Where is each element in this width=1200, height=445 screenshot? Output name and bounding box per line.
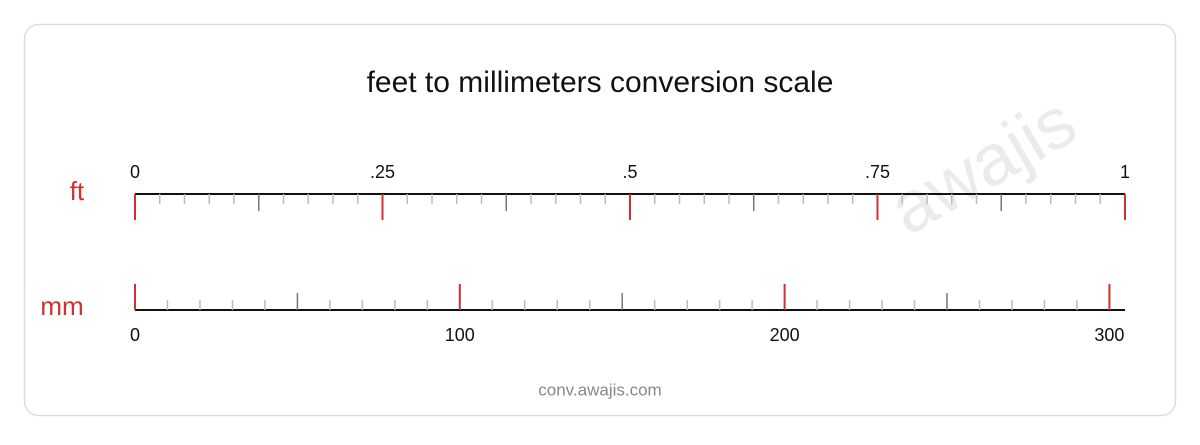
tick-label: 100: [445, 325, 475, 345]
card-border: [23, 23, 1177, 417]
title: feet to millimeters conversion scale: [367, 66, 834, 99]
tick-label: .75: [865, 162, 890, 182]
tick-label: .25: [370, 162, 395, 182]
unit-label: ft: [70, 176, 85, 206]
tick-label: .5: [622, 162, 637, 182]
tick-label: 300: [1094, 325, 1124, 345]
tick-label: 1: [1120, 162, 1130, 182]
unit-label: mm: [40, 291, 83, 321]
tick-label: 0: [130, 162, 140, 182]
tick-label: 0: [130, 325, 140, 345]
tick-label: 200: [770, 325, 800, 345]
footer: conv.awajis.com: [538, 380, 661, 399]
